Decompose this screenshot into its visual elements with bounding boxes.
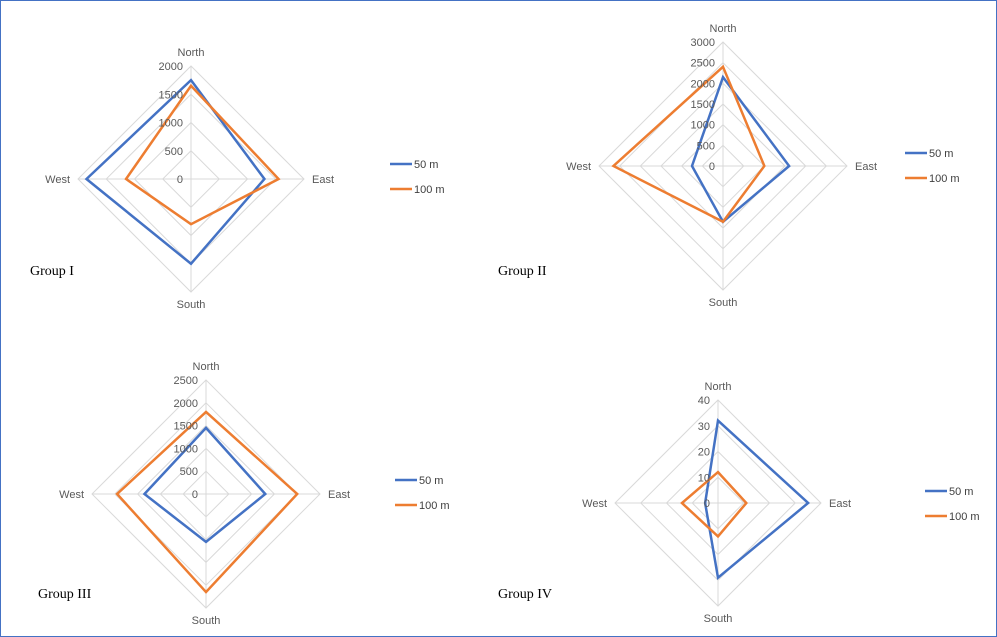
legend-label: 50 m (929, 148, 953, 160)
category-label-west: West (566, 161, 591, 173)
category-label-north: North (193, 361, 220, 373)
radar-chart-4: 0 10 20 30 40 North East South West 50 m 100 m Grou… (498, 381, 980, 625)
radar-chart-1: 0 500 1000 1500 2000 North East South West 50 m 10… (30, 47, 445, 311)
tick-label: 2500 (174, 375, 198, 387)
tick-label: 0 (192, 489, 198, 501)
category-label-north: North (178, 47, 205, 59)
tick-label: 30 (698, 421, 710, 433)
tick-label: 2000 (159, 61, 183, 73)
tick-label: 20 (698, 447, 710, 459)
radar-chart-2: 0 500 1000 1500 2000 2500 3000 North East South We… (498, 23, 960, 309)
legend-label: 100 m (949, 511, 980, 523)
tick-label: 2000 (691, 78, 715, 90)
category-label-east: East (312, 174, 334, 186)
category-label-west: West (45, 174, 70, 186)
series-100-m (680, 470, 748, 539)
legend-label: 50 m (949, 486, 973, 498)
series-100-m (115, 410, 299, 594)
group-label: Group IV (498, 587, 552, 602)
category-label-north: North (710, 23, 737, 35)
category-label-south: South (177, 299, 206, 311)
tick-label: 1000 (691, 120, 715, 132)
tick-label: 1500 (174, 421, 198, 433)
series-50-m (142, 426, 268, 544)
tick-label: 1000 (174, 443, 198, 455)
series-100-m (124, 83, 281, 226)
group-label: Group I (30, 264, 74, 279)
category-label-west: West (59, 489, 84, 501)
series-100-m (611, 64, 766, 224)
category-label-east: East (855, 161, 877, 173)
series-50-m (84, 78, 267, 266)
legend-label: 100 m (929, 173, 960, 185)
category-label-south: South (704, 613, 733, 625)
tick-label: 0 (709, 161, 715, 173)
legend-label: 100 m (414, 184, 445, 196)
category-label-west: West (582, 498, 607, 510)
category-label-east: East (328, 489, 350, 501)
category-label-east: East (829, 498, 851, 510)
tick-label: 0 (177, 174, 183, 186)
tick-label: 1500 (691, 99, 715, 111)
tick-label: 10 (698, 472, 710, 484)
tick-label: 500 (697, 140, 715, 152)
group-label: Group III (38, 587, 92, 602)
tick-label: 0 (704, 498, 710, 510)
tick-label: 500 (180, 466, 198, 478)
category-label-north: North (705, 381, 732, 393)
tick-label: 3000 (691, 37, 715, 49)
series-50-m (703, 418, 811, 581)
tick-label: 1000 (159, 118, 183, 130)
tick-label: 2500 (691, 58, 715, 70)
tick-label: 2000 (174, 398, 198, 410)
tick-label: 40 (698, 395, 710, 407)
legend-label: 50 m (419, 475, 443, 487)
legend-label: 100 m (419, 500, 450, 512)
category-label-south: South (192, 615, 221, 627)
category-label-south: South (709, 297, 738, 309)
group-label: Group II (498, 264, 547, 279)
tick-label: 500 (165, 146, 183, 158)
tick-label: 1500 (159, 89, 183, 101)
radar-chart-3: 0 500 1000 1500 2000 2500 North East South West 50… (38, 361, 450, 627)
legend-label: 50 m (414, 159, 438, 171)
